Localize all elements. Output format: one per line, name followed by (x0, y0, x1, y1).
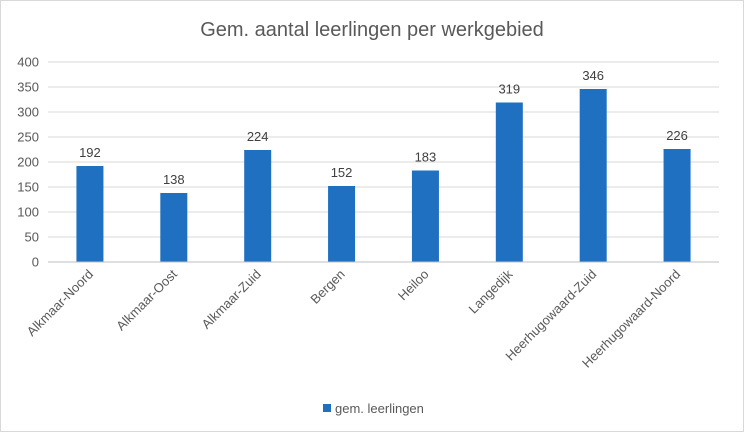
x-category-label: Bergen (307, 267, 347, 307)
data-label: 226 (666, 128, 688, 143)
bar (411, 170, 439, 262)
bar (328, 186, 356, 262)
legend: gem. leerlingen (323, 401, 424, 416)
y-tick-label: 100 (17, 205, 39, 220)
bars (76, 89, 691, 262)
bar (663, 149, 691, 262)
y-axis-ticks: 0 50 100 150 200 250 300 350 400 (17, 55, 39, 270)
x-category-label: Alkmaar-Noord (24, 267, 96, 339)
y-tick-label: 150 (17, 180, 39, 195)
y-tick-label: 200 (17, 155, 39, 170)
x-category-label: Heiloo (395, 267, 432, 304)
y-tick-label: 350 (17, 80, 39, 95)
x-axis-categories: Alkmaar-Noord Alkmaar-Oost Alkmaar-Zuid Ber… (24, 266, 684, 370)
bar (495, 102, 523, 262)
bar (579, 89, 607, 262)
bar (76, 166, 104, 262)
y-tick-label: 0 (32, 255, 39, 270)
x-category-label: Heerhugowaard-Noord (579, 267, 683, 371)
data-label: 183 (415, 150, 437, 165)
y-tick-label: 300 (17, 105, 39, 120)
x-category-label: Alkmaar-Zuid (199, 267, 264, 332)
data-label: 224 (247, 129, 269, 144)
data-labels: 192 138 224 152 183 319 346 226 (79, 68, 688, 187)
data-label: 192 (79, 145, 101, 160)
x-category-label: Langedijk (465, 266, 515, 316)
chart-title: Gem. aantal leerlingen per werkgebied (200, 19, 544, 41)
data-label: 346 (582, 68, 604, 83)
y-tick-label: 250 (17, 130, 39, 145)
y-tick-label: 50 (25, 230, 39, 245)
x-category-label: Alkmaar-Oost (113, 266, 180, 333)
data-label: 319 (498, 82, 520, 97)
x-category-label: Heerhugowaard-Zuid (502, 267, 599, 364)
bar (160, 193, 188, 262)
y-tick-label: 400 (17, 55, 39, 70)
gridlines (48, 61, 719, 238)
data-label: 138 (163, 172, 185, 187)
bar (244, 150, 272, 262)
legend-label: gem. leerlingen (335, 401, 424, 416)
legend-swatch (323, 404, 331, 412)
data-label: 152 (331, 165, 353, 180)
